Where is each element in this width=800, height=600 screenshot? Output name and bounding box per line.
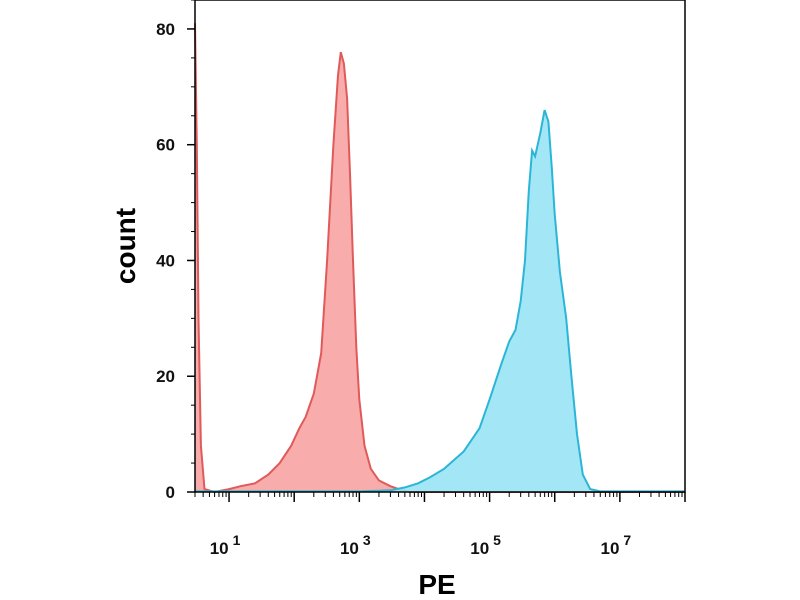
y-tick-label: 60 bbox=[156, 136, 175, 155]
y-axis-title: count bbox=[110, 208, 141, 284]
x-axis: 10 1 10 3 10 5 10 7 bbox=[194, 492, 686, 558]
x-tick-label: 10 3 bbox=[340, 532, 371, 558]
y-tick-label: 0 bbox=[166, 483, 175, 502]
y-tick-label: 80 bbox=[156, 20, 175, 39]
y-tick-label: 40 bbox=[156, 251, 175, 270]
plot-area bbox=[194, 23, 685, 494]
series-2-line bbox=[195, 109, 685, 493]
series-1-area bbox=[195, 23, 685, 492]
series-2-area bbox=[195, 110, 685, 492]
x-axis-title: PE bbox=[418, 569, 455, 600]
y-tick-label: 20 bbox=[156, 367, 175, 386]
y-axis: 0 20 40 60 80 bbox=[156, 0, 195, 502]
plot-frame bbox=[194, 0, 686, 493]
x-tick-label: 10 5 bbox=[470, 532, 501, 558]
series-1-line bbox=[194, 23, 685, 494]
x-tick-label: 10 7 bbox=[601, 532, 632, 558]
x-tick-label: 10 1 bbox=[210, 532, 241, 558]
